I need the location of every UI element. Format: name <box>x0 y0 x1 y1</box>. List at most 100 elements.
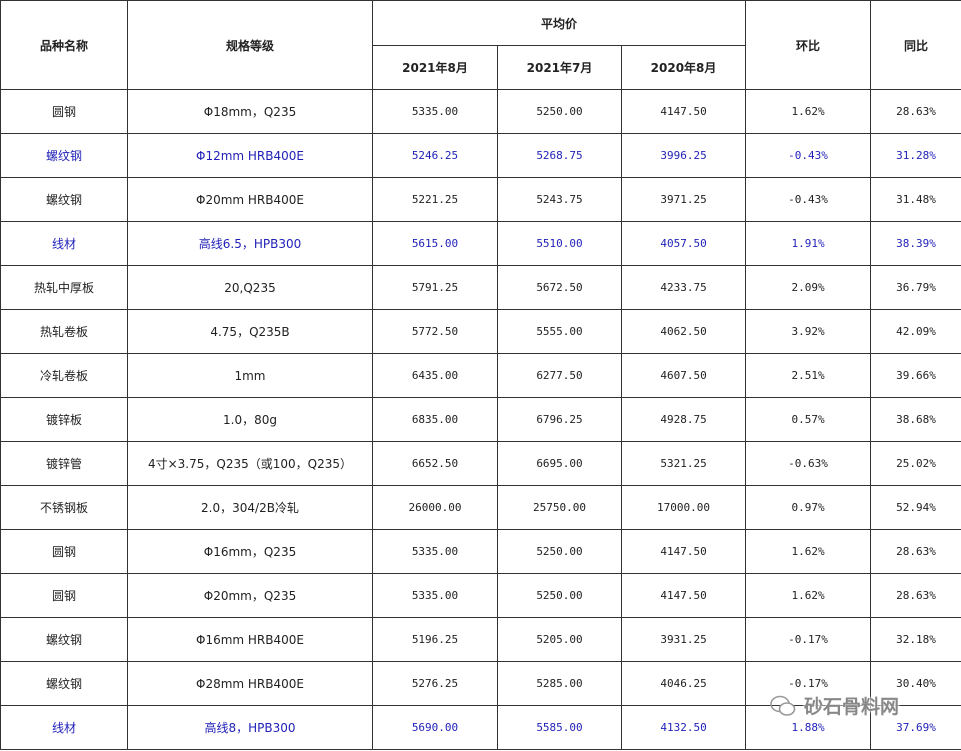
table-cell: 17000.00 <box>620 485 747 530</box>
table-cell: 4062.50 <box>620 309 747 354</box>
table-cell: 38.39% <box>870 221 961 266</box>
table-cell: 5585.00 <box>497 705 622 750</box>
watermark: 砂石骨料网 <box>770 692 899 719</box>
table-cell: 39.66% <box>870 353 961 398</box>
table-cell: Φ20mm HRB400E <box>127 177 373 222</box>
table-cell: 5246.25 <box>372 133 498 178</box>
table-cell: 5555.00 <box>497 309 622 354</box>
table-cell: 螺纹钢 <box>0 617 128 662</box>
table-row: 螺纹钢 Φ16mm HRB400E 5196.25 5205.00 3931.25 -0.… <box>0 617 961 662</box>
table-cell: 5250.00 <box>497 89 622 134</box>
table-row: 镀锌管 4寸×3.75，Q235（或100，Q235） 6652.50 6695.00… <box>0 441 961 486</box>
header-cell: 同比 <box>870 0 961 90</box>
table-row: 线材 高线8，HPB300 5690.00 5585.00 4132.50 1.88% 37… <box>0 705 961 750</box>
table-cell: 5615.00 <box>372 221 498 266</box>
table-row: 圆钢 Φ20mm，Q235 5335.00 5250.00 4147.50 1.62% 28… <box>0 573 961 618</box>
table-cell: 4寸×3.75，Q235（或100，Q235） <box>127 441 373 486</box>
table-cell: -0.63% <box>745 441 872 486</box>
table-cell: 4607.50 <box>620 353 747 398</box>
table-cell: 5791.25 <box>372 265 498 310</box>
table-cell: 5335.00 <box>372 573 498 618</box>
header-cell: 2021年7月 <box>497 45 622 90</box>
table-cell: 3931.25 <box>620 617 747 662</box>
table-cell: 52.94% <box>870 485 961 530</box>
table-cell: 4147.50 <box>620 573 747 618</box>
table-cell: 高线8，HPB300 <box>127 705 373 750</box>
table-row: 线材 高线6.5，HPB300 5615.00 5510.00 4057.50 1.91%… <box>0 221 961 266</box>
table-cell: 5221.25 <box>372 177 498 222</box>
table-cell: 1.62% <box>745 573 872 618</box>
table-cell: 6695.00 <box>497 441 622 486</box>
table-cell: -0.17% <box>745 617 872 662</box>
table-cell: 4147.50 <box>620 529 747 574</box>
table-cell: 5690.00 <box>372 705 498 750</box>
table-row: 热轧卷板 4.75，Q235B 5772.50 5555.00 4062.50 3.92%… <box>0 309 961 354</box>
table-cell: 4046.25 <box>620 661 747 706</box>
table-cell: 5196.25 <box>372 617 498 662</box>
table-cell: 6796.25 <box>497 397 622 442</box>
watermark-text: 砂石骨料网 <box>804 696 900 718</box>
table-cell: 20,Q235 <box>127 265 373 310</box>
table-cell: 36.79% <box>870 265 961 310</box>
table-cell: Φ12mm HRB400E <box>127 133 373 178</box>
table-body: 圆钢 Φ18mm，Q235 5335.00 5250.00 4147.50 1.62% 28… <box>0 89 961 750</box>
table-cell: 31.48% <box>870 177 961 222</box>
table-cell: 28.63% <box>870 573 961 618</box>
table-cell: 5205.00 <box>497 617 622 662</box>
table-cell: 5672.50 <box>497 265 622 310</box>
table-cell: 25750.00 <box>497 485 622 530</box>
table-cell: 1.88% <box>745 705 872 750</box>
table-cell: 5250.00 <box>497 529 622 574</box>
table-cell: 5268.75 <box>497 133 622 178</box>
table-cell: Φ20mm，Q235 <box>127 573 373 618</box>
table-cell: 线材 <box>0 705 128 750</box>
table-cell: Φ16mm，Q235 <box>127 529 373 574</box>
table-cell: 圆钢 <box>0 573 128 618</box>
table-cell: 热轧卷板 <box>0 309 128 354</box>
wechat-icon <box>770 695 796 716</box>
table-cell: 5335.00 <box>372 529 498 574</box>
table-cell: 2.09% <box>745 265 872 310</box>
table-cell: 螺纹钢 <box>0 661 128 706</box>
header-cell: 规格等级 <box>127 0 373 90</box>
table-cell: 6652.50 <box>372 441 498 486</box>
table-cell: 5276.25 <box>372 661 498 706</box>
table-cell: 镀锌板 <box>0 397 128 442</box>
table-cell: 1.62% <box>745 89 872 134</box>
table-cell: 1mm <box>127 353 373 398</box>
table-row: 热轧中厚板 20,Q235 5791.25 5672.50 4233.75 2.09% 36… <box>0 265 961 310</box>
table-cell: 1.91% <box>745 221 872 266</box>
table-row: 不锈钢板 2.0，304/2B冷轧 26000.00 25750.00 17000.00… <box>0 485 961 530</box>
table-cell: 26000.00 <box>372 485 498 530</box>
table-cell: 2.51% <box>745 353 872 398</box>
table-cell: 5285.00 <box>497 661 622 706</box>
table-cell: 38.68% <box>870 397 961 442</box>
table-cell: 线材 <box>0 221 128 266</box>
table-cell: 4928.75 <box>620 397 747 442</box>
table-cell: 5335.00 <box>372 89 498 134</box>
table-cell: 4.75，Q235B <box>127 309 373 354</box>
table-row: 圆钢 Φ16mm，Q235 5335.00 5250.00 4147.50 1.62% 28… <box>0 529 961 574</box>
table-cell: -0.43% <box>745 133 872 178</box>
table-cell: 30.40% <box>870 661 961 706</box>
table-cell: 1.0，80g <box>127 397 373 442</box>
table-cell: 2.0，304/2B冷轧 <box>127 485 373 530</box>
table-cell: 5321.25 <box>620 441 747 486</box>
table-cell: 4057.50 <box>620 221 747 266</box>
table-cell: 25.02% <box>870 441 961 486</box>
table-cell: 6277.50 <box>497 353 622 398</box>
header-cell: 品种名称 <box>0 0 128 90</box>
table-cell: 热轧中厚板 <box>0 265 128 310</box>
table-cell: 螺纹钢 <box>0 177 128 222</box>
table-cell: Φ18mm，Q235 <box>127 89 373 134</box>
table-row: 螺纹钢 Φ20mm HRB400E 5221.25 5243.75 3971.25 -0.… <box>0 177 961 222</box>
table-cell: Φ28mm HRB400E <box>127 661 373 706</box>
table-cell: 螺纹钢 <box>0 133 128 178</box>
header-cell: 平均价 <box>371 0 747 46</box>
table-cell: 32.18% <box>870 617 961 662</box>
table-cell: 5772.50 <box>372 309 498 354</box>
table-row: 螺纹钢 Φ12mm HRB400E 5246.25 5268.75 3996.25 -0.… <box>0 133 961 178</box>
table-cell: 28.63% <box>870 529 961 574</box>
